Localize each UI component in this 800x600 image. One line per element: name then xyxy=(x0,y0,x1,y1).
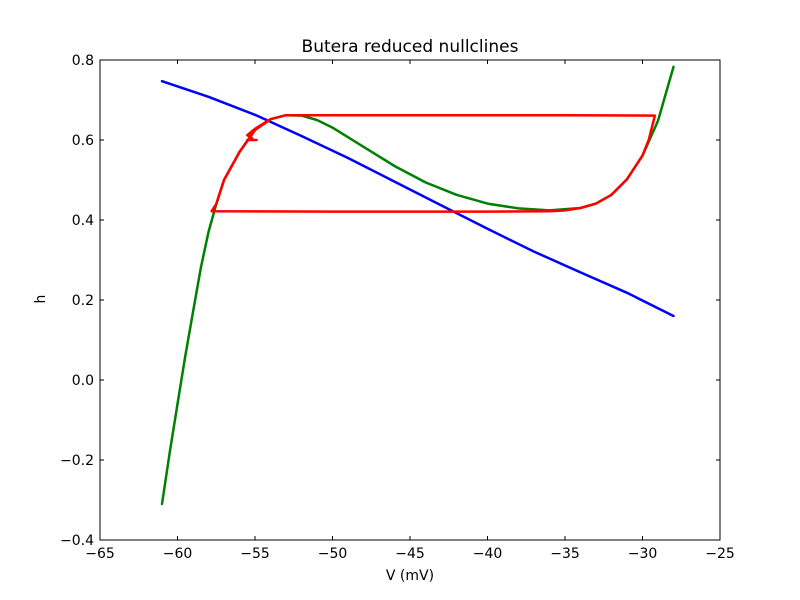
chart-title: Butera reduced nullclines xyxy=(302,37,519,57)
x-tick-label: −40 xyxy=(473,546,503,562)
x-tick-label: −60 xyxy=(163,546,193,562)
y-tick-label: 0.8 xyxy=(72,53,94,69)
y-tick-label: −0.2 xyxy=(60,453,94,469)
x-tick-label: −30 xyxy=(628,546,658,562)
y-tick-label: 0.2 xyxy=(72,293,94,309)
plot-frame xyxy=(99,59,721,541)
y-tick-label: −0.4 xyxy=(60,533,94,549)
x-tick-label: −45 xyxy=(395,546,425,562)
x-tick-label: −35 xyxy=(550,546,580,562)
series-line-3 xyxy=(210,113,657,213)
series-layer xyxy=(160,65,675,506)
x-axis-label: V (mV) xyxy=(386,568,434,584)
x-tick-label: −25 xyxy=(705,546,735,562)
x-tick-label: −65 xyxy=(85,546,115,562)
x-tick-label: −50 xyxy=(318,546,348,562)
y-axis-label: h xyxy=(33,295,49,304)
axis-ticks: −65 −60 −55 −50 −45 −40 −35 −30 −25 −0.4 −0.2 0.0 0.… xyxy=(60,53,735,562)
y-tick-label: 0.4 xyxy=(72,213,94,229)
y-tick-label: 0.0 xyxy=(72,373,94,389)
x-tick-label: −55 xyxy=(240,546,270,562)
y-tick-label: 0.6 xyxy=(72,133,94,149)
series-line-1 xyxy=(160,79,675,318)
